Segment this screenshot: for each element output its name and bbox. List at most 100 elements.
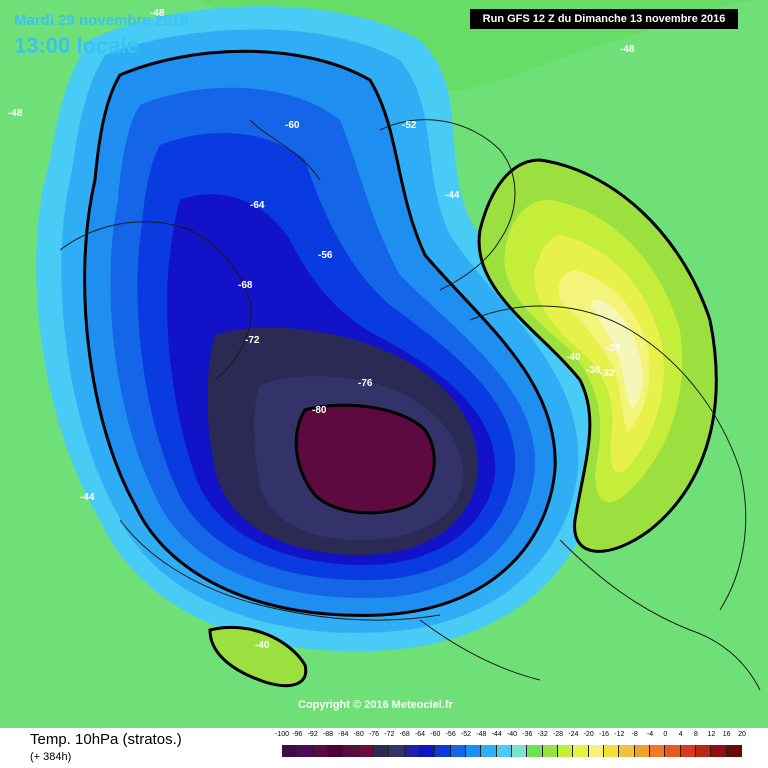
vortex-core [294, 403, 436, 515]
scale-swatch [435, 745, 451, 757]
contour-label: -48 [620, 44, 635, 55]
scale-labels: -100 -96 -92 -88 -84 -80 -76 -72 -68 -64 -60 -56 -52… [275, 731, 746, 743]
scale-label: -92 [307, 731, 318, 738]
color-scale [282, 745, 742, 757]
contour-label: -56 [318, 250, 333, 261]
scale-label: -60 [430, 731, 441, 738]
scale-swatch [619, 745, 635, 757]
footer: Temp. 10hPa (stratos.) (+ 384h) -100 -96-… [0, 728, 768, 768]
contour-label: -32 [600, 368, 615, 379]
contour-label: -40 [255, 640, 270, 651]
contour-label: -64 [250, 200, 265, 211]
contour-label: -80 [312, 405, 327, 416]
scale-label: -36 [522, 731, 533, 738]
run-info: Run GFS 12 Z du Dimanche 13 novembre 201… [470, 9, 738, 29]
scale-label: 8 [694, 731, 698, 738]
scale-swatch [465, 745, 482, 757]
scale-swatch [573, 745, 589, 757]
scale-swatch [695, 745, 712, 757]
scale-label: -52 [460, 731, 472, 738]
lead-time: (+ 384h) [30, 751, 72, 763]
scale-swatch [358, 745, 374, 757]
scale-label: -28 [552, 731, 564, 738]
scale-label: -44 [491, 731, 502, 738]
scale-label: 0 [663, 731, 668, 738]
contour-label: -40 [566, 352, 581, 363]
scale-swatch [649, 745, 666, 757]
eurasia-coast [469, 305, 747, 611]
contour-label: -44 [445, 190, 460, 201]
scale-label: -32 [537, 731, 548, 738]
scale-label: 20 [738, 731, 746, 738]
scale-swatch [481, 745, 497, 757]
scale-label: -48 [476, 731, 487, 738]
pacific-coast [119, 519, 441, 621]
scale-swatch [557, 745, 574, 757]
china-coast [419, 619, 541, 681]
scale-swatch [496, 745, 512, 757]
scale-label: -64 [414, 731, 426, 738]
copyright-notice: Copyright © 2016 Meteociel.fr [298, 699, 453, 711]
contour-label: -44 [80, 492, 95, 503]
scale-swatch [297, 745, 313, 757]
band-minus24 [590, 299, 643, 410]
temperature-map: Mardi 29 novembre 2016 13:00 locale Run … [0, 0, 768, 728]
contour-label: -76 [358, 378, 373, 389]
scale-swatch [680, 745, 696, 757]
scale-label: -20 [583, 731, 594, 738]
scale-swatch [603, 745, 620, 757]
scale-label: -80 [353, 731, 364, 738]
canada-coast [59, 221, 252, 381]
scale-label: -100 [274, 731, 290, 738]
scale-swatch [511, 745, 528, 757]
scale-swatch [542, 745, 558, 757]
scale-swatch [726, 745, 742, 757]
variable-title: Temp. 10hPa (stratos.) [30, 731, 182, 748]
scale-label: -88 [322, 731, 334, 738]
scale-swatch [450, 745, 466, 757]
map-canvas [0, 0, 768, 728]
scale-label: 12 [707, 731, 716, 738]
scale-swatch [419, 745, 436, 757]
scale-swatch [327, 745, 344, 757]
scale-label: -40 [506, 731, 518, 738]
scale-label: -72 [384, 731, 395, 738]
forecast-date: Mardi 29 novembre 2016 [14, 12, 189, 29]
scale-label: -84 [338, 731, 349, 738]
scale-label: -24 [568, 731, 579, 738]
scale-swatch [665, 745, 681, 757]
scale-label: -76 [368, 731, 380, 738]
scale-label: -8 [631, 731, 638, 738]
contour-label: -52 [402, 120, 417, 131]
contour-label: -48 [8, 108, 23, 119]
scale-label: 16 [722, 731, 731, 738]
scale-swatch [588, 745, 604, 757]
forecast-time: 13:00 locale [14, 33, 139, 58]
scale-label: -4 [646, 731, 654, 738]
scale-swatch [404, 745, 420, 757]
greenland-coast [379, 119, 516, 291]
scale-swatch [343, 745, 359, 757]
scale-label: -12 [614, 731, 625, 738]
contour-label: -72 [245, 335, 260, 346]
arctic-islands [249, 119, 321, 181]
scale-swatch [711, 745, 727, 757]
contour-label: -28 [606, 343, 621, 354]
scale-swatch [282, 745, 298, 757]
contour-label: -36 [586, 365, 601, 376]
contour-label: -48 [150, 8, 165, 19]
contour-label: -60 [285, 120, 300, 131]
scale-label: -96 [292, 731, 303, 738]
scale-swatch [312, 745, 328, 757]
contour-minus60 [83, 49, 557, 617]
scale-label: -68 [399, 731, 410, 738]
asia-coast [559, 539, 761, 691]
scale-label: 4 [678, 731, 683, 738]
contour-label: -68 [238, 280, 253, 291]
scale-label: -16 [598, 731, 610, 738]
scale-label: -56 [445, 731, 456, 738]
coastlines [59, 119, 761, 691]
scale-swatch [373, 745, 390, 757]
scale-swatch [389, 745, 405, 757]
scale-swatch [527, 745, 543, 757]
